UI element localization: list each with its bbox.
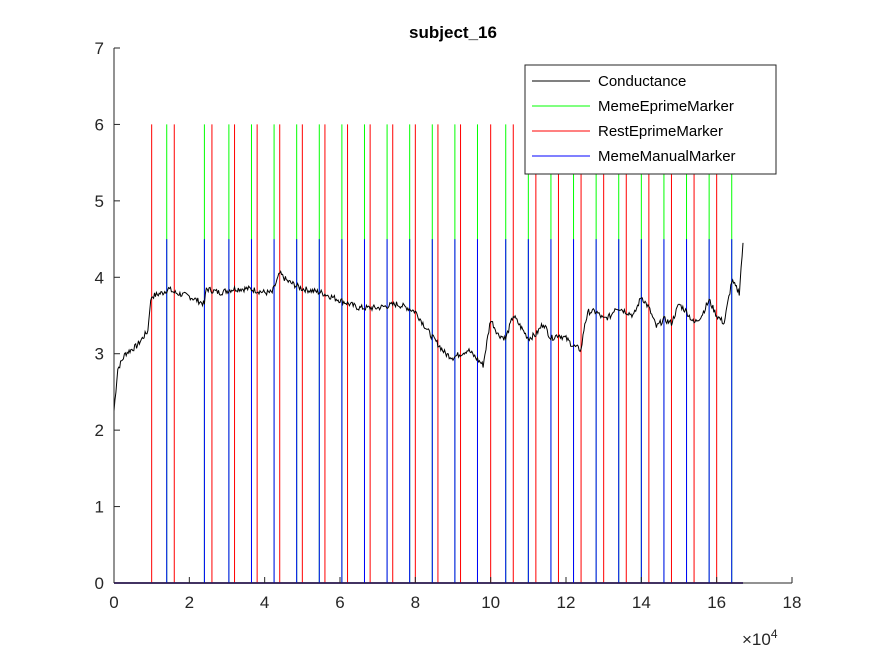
legend-label: RestEprimeMarker: [598, 123, 723, 140]
x-exponent-label: ×104: [742, 627, 778, 649]
x-tick-label: 10: [481, 593, 500, 612]
legend-label: MemeEprimeMarker: [598, 98, 734, 115]
x-tick-label: 0: [109, 593, 118, 612]
y-tick-label: 7: [95, 39, 104, 58]
legend-label: Conductance: [598, 73, 686, 90]
legend: Conductance MemeEprimeMarker RestEprimeMar…: [524, 64, 777, 175]
y-ticks: 0 1 2 3 4 5 6 7: [95, 39, 120, 593]
x-tick-label: 14: [632, 593, 651, 612]
x-tick-label: 16: [707, 593, 726, 612]
x-tick-label: 4: [260, 593, 269, 612]
y-tick-label: 0: [95, 574, 104, 593]
y-tick-label: 6: [95, 115, 104, 134]
conductance-line: [113, 242, 744, 412]
chart-title: subject_16: [409, 23, 497, 42]
x-exponent-base: ×10: [742, 630, 771, 649]
legend-label: MemeManualMarker: [598, 148, 736, 165]
x-tick-label: 2: [185, 593, 194, 612]
x-exponent-power: 4: [771, 627, 778, 641]
y-tick-label: 4: [95, 268, 104, 287]
x-tick-label: 6: [335, 593, 344, 612]
y-tick-label: 5: [95, 192, 104, 211]
y-tick-label: 2: [95, 421, 104, 440]
x-tick-label: 8: [411, 593, 420, 612]
x-ticks: 0 2 4 6 8 10 12 14 16 18: [109, 577, 801, 612]
x-tick-label: 18: [783, 593, 802, 612]
y-tick-label: 1: [95, 498, 104, 517]
y-tick-label: 3: [95, 345, 104, 364]
line-layer: [113, 242, 744, 412]
x-tick-label: 12: [557, 593, 576, 612]
